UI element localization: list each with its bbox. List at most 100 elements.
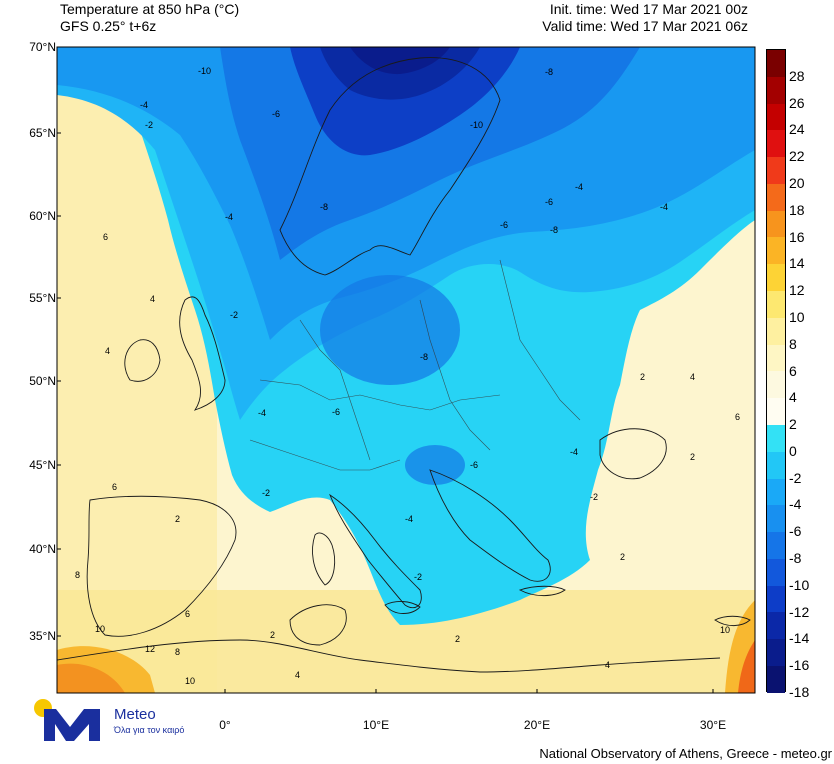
colorbar-label: -4 — [789, 496, 802, 513]
colorbar-label: 14 — [789, 255, 805, 272]
colorbar-label: 6 — [789, 362, 797, 379]
colorbar-segment — [767, 264, 785, 292]
colorbar-segment — [767, 478, 785, 506]
init-time: Init. time: Wed 17 Mar 2021 00z — [549, 1, 748, 17]
contour-label: 10 — [185, 676, 195, 686]
lat-label: 50°N — [29, 374, 56, 388]
lat-label: 60°N — [29, 209, 56, 223]
coastline-north-africa — [57, 639, 721, 673]
colorbar-segment — [767, 532, 785, 559]
contour-label: -8 — [420, 352, 428, 362]
colorbar-segment — [767, 291, 785, 318]
map-title: Temperature at 850 hPa (°C) — [60, 1, 240, 17]
coastline-iberia — [86, 495, 237, 637]
colorbar — [766, 49, 786, 693]
colorbar-label: 2 — [789, 416, 797, 433]
contour-label: -6 — [500, 220, 508, 230]
contour-label: -2 — [262, 488, 270, 498]
logo-name: Meteo — [114, 706, 156, 723]
contour-label: -2 — [414, 572, 422, 582]
border-1 — [259, 379, 501, 411]
colorbar-segment — [767, 639, 785, 666]
colorbar-segment — [767, 344, 785, 372]
contour-label: -4 — [570, 447, 578, 457]
contour-label: -4 — [225, 212, 233, 222]
credit-line: National Observatory of Athens, Greece -… — [539, 746, 832, 761]
contour-label: 6 — [735, 412, 740, 422]
contour-label: 6 — [185, 609, 190, 619]
contour-label: -8 — [320, 202, 328, 212]
colorbar-label: 10 — [789, 308, 805, 325]
contour-label: 2 — [690, 452, 695, 462]
colorbar-label: 16 — [789, 228, 805, 245]
colorbar-segment — [767, 398, 785, 425]
colorbar-segment — [767, 317, 785, 345]
contour-label: -2 — [590, 492, 598, 502]
colorbar-label: 8 — [789, 335, 797, 352]
colorbar-segment — [767, 76, 785, 104]
colorbar-label: -6 — [789, 523, 802, 540]
map-title-block: Temperature at 850 hPa (°C) GFS 0.25° t+… — [60, 1, 239, 35]
colorbar-label: -12 — [789, 603, 810, 620]
lon-label: 30°E — [699, 718, 727, 732]
contour-label: -8 — [545, 67, 553, 77]
contour-label: 4 — [690, 372, 695, 382]
lon-label: 0° — [219, 718, 231, 732]
colorbar-segment — [767, 371, 785, 399]
border-2 — [299, 319, 371, 461]
border-5 — [249, 439, 401, 471]
contour-label: -6 — [545, 197, 553, 207]
lon-label: 20°E — [523, 718, 551, 732]
colorbar-label: -18 — [789, 684, 810, 700]
colorbar-segment — [767, 157, 785, 184]
lon-label: 10°E — [362, 718, 390, 732]
contour-label: -6 — [272, 109, 280, 119]
colorbar-segment — [767, 585, 785, 613]
lat-label: 70°N — [29, 40, 56, 54]
colorbar-segment — [767, 183, 785, 211]
model-run: GFS 0.25° t+6z — [60, 18, 157, 34]
colorbar-segment — [767, 451, 785, 479]
colorbar-label: 22 — [789, 148, 805, 165]
contour-label: 8 — [175, 647, 180, 657]
contour-label: -2 — [230, 310, 238, 320]
colorbar-label: 4 — [789, 389, 797, 406]
colorbar-segment — [767, 210, 785, 238]
colorbar-segment — [767, 424, 785, 452]
coastline-tunisia — [289, 604, 347, 646]
coastline-cyprus — [714, 615, 751, 627]
contour-label: 8 — [75, 570, 80, 580]
contour-label: 2 — [270, 630, 275, 640]
contour-label: -4 — [140, 100, 148, 110]
contour-label: -8 — [550, 225, 558, 235]
border-3 — [419, 299, 491, 451]
contour-label: 2 — [175, 514, 180, 524]
contour-label: -4 — [405, 514, 413, 524]
colorbar-segment — [767, 237, 785, 265]
colorbar-segment — [767, 612, 785, 640]
coastline-italy — [329, 493, 422, 609]
meteo-logo: Meteo Όλα για τον καιρό — [34, 697, 204, 747]
colorbar-segment — [767, 558, 785, 586]
contour-label: 4 — [605, 660, 610, 670]
contour-label: -10 — [198, 66, 211, 76]
contour-label: -4 — [660, 202, 668, 212]
coastline-ireland — [124, 339, 161, 382]
colorbar-segment — [767, 50, 785, 77]
valid-time: Valid time: Wed 17 Mar 2021 06z — [542, 18, 748, 34]
coastline-crete — [518, 585, 566, 597]
time-info-block: Init. time: Wed 17 Mar 2021 00z Valid ti… — [542, 1, 748, 35]
contour-label: -6 — [332, 407, 340, 417]
coastline-black-sea — [599, 428, 667, 480]
contour-label: 4 — [105, 346, 110, 356]
contour-label: 2 — [455, 634, 460, 644]
coastline-britain — [179, 296, 226, 411]
colorbar-label: -16 — [789, 657, 810, 674]
colorbar-segment — [767, 505, 785, 533]
lat-label: 35°N — [29, 629, 56, 643]
coastline-sicily — [384, 601, 421, 614]
contour-label: -2 — [145, 120, 153, 130]
lat-label: 45°N — [29, 458, 56, 472]
coastline-balkans — [429, 469, 551, 582]
